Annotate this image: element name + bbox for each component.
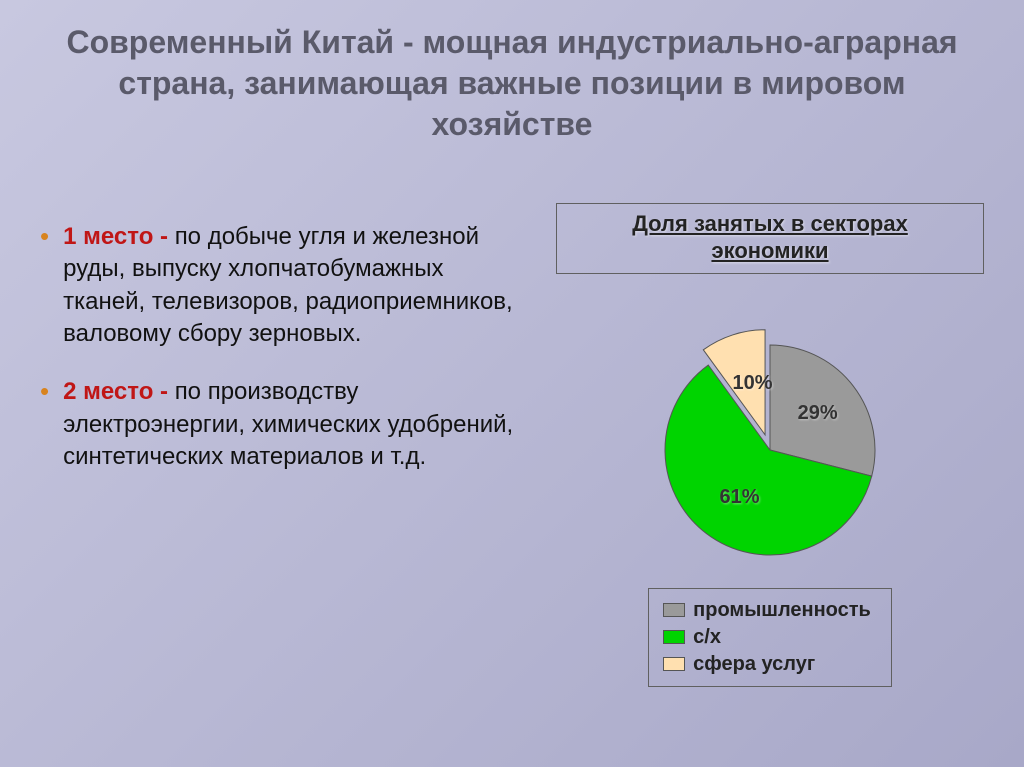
- bullet-list: • 1 место - по добыче угля и железной ру…: [40, 179, 520, 737]
- pie-slice-label: 10%: [732, 372, 772, 395]
- pie-chart: 10% 29% 61%: [620, 310, 920, 570]
- bullet-icon: •: [40, 221, 49, 252]
- legend-label: с/х: [693, 624, 721, 651]
- bullet-lead: 1 место -: [63, 223, 175, 250]
- legend-swatch: [663, 603, 685, 617]
- legend-item: с/х: [663, 624, 871, 651]
- list-item: • 1 место - по добыче угля и железной ру…: [40, 221, 520, 351]
- pie-svg: [620, 310, 920, 570]
- legend-label: промышленность: [693, 597, 871, 624]
- bullet-icon: •: [40, 376, 49, 407]
- bullet-lead: 2 место -: [63, 378, 175, 405]
- legend-item: промышленность: [663, 597, 871, 624]
- legend-swatch: [663, 657, 685, 671]
- pie-slice-label: 61%: [720, 486, 760, 509]
- pie-slice-label: 29%: [798, 402, 838, 425]
- chart-panel: Доля занятых в секторах экономики 10% 29%…: [556, 179, 984, 737]
- legend-item: сфера услуг: [663, 651, 871, 678]
- bullet-text: 2 место - по производству электроэнергии…: [63, 376, 520, 473]
- chart-legend: промышленность с/х сфера услуг: [648, 588, 892, 687]
- bullet-text: 1 место - по добыче угля и железной руды…: [63, 221, 520, 351]
- slide: Современный Китай - мощная индустриально…: [0, 0, 1024, 767]
- legend-swatch: [663, 630, 685, 644]
- legend-label: сфера услуг: [693, 651, 815, 678]
- list-item: • 2 место - по производству электроэнерг…: [40, 376, 520, 473]
- content-row: • 1 место - по добыче угля и железной ру…: [40, 179, 984, 737]
- chart-title: Доля занятых в секторах экономики: [556, 203, 984, 274]
- page-title: Современный Китай - мощная индустриально…: [40, 22, 984, 145]
